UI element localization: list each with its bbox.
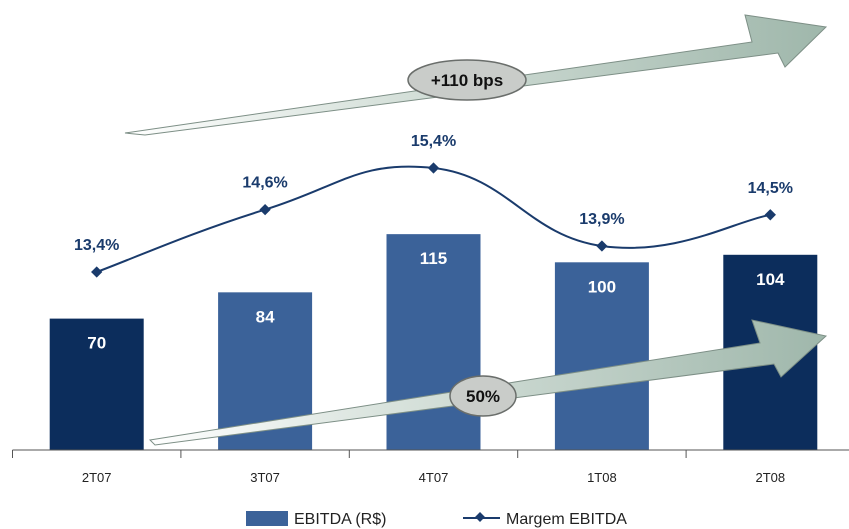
margin-label-2T07: 13,4% (74, 237, 119, 254)
legend-label-margin: Margem EBITDA (506, 511, 627, 528)
bar-value-4T07: 115 (420, 249, 447, 268)
margin-point-4T07 (427, 162, 440, 174)
margin-label-4T07: 15,4% (411, 133, 456, 150)
bar-value-2T07: 70 (87, 334, 106, 353)
bar-value-1T08: 100 (588, 277, 616, 296)
margin-point-2T07 (91, 266, 103, 278)
margin-label-2T08: 14,5% (748, 180, 793, 197)
x-tick-label-2T08: 2T08 (755, 470, 785, 485)
legend-label-ebitda: EBITDA (R$) (294, 511, 386, 528)
legend-swatch-ebitda (246, 511, 288, 526)
margin-growth-label: +110 bps (431, 71, 503, 90)
bar-2T07 (49, 318, 144, 450)
x-tick-label-2T07: 2T07 (82, 470, 112, 485)
margin-growth-arrow: +110 bps (124, 14, 828, 136)
margin-point-1T08 (596, 240, 608, 252)
bar-value-3T07: 84 (256, 307, 275, 326)
x-tick-label-3T07: 3T07 (250, 470, 280, 485)
legend: EBITDA (R$) Margem EBITDA (246, 511, 627, 528)
margin-label-1T08: 13,9% (579, 211, 624, 228)
x-tick-label-4T07: 4T07 (419, 470, 449, 485)
legend-marker-margin (475, 512, 485, 522)
bar-value-2T08: 104 (756, 270, 785, 289)
margin-line: 13,4% 14,6% 15,4% 13,9% 14,5% (74, 133, 793, 278)
margin-point-2T08 (764, 209, 776, 221)
margin-point-3T07 (259, 203, 271, 216)
bar-4T07 (386, 234, 481, 450)
ebitda-bars: 70 84 115 100 104 (49, 234, 818, 450)
ebitda-growth-label: 50% (466, 387, 500, 406)
bar-1T08 (554, 262, 649, 450)
x-tick-label-1T08: 1T08 (587, 470, 617, 485)
x-axis: 2T07 3T07 4T07 1T08 2T08 (12, 449, 849, 485)
ebitda-growth-arrow: 50% (148, 319, 828, 446)
margin-label-3T07: 14,6% (242, 175, 287, 192)
